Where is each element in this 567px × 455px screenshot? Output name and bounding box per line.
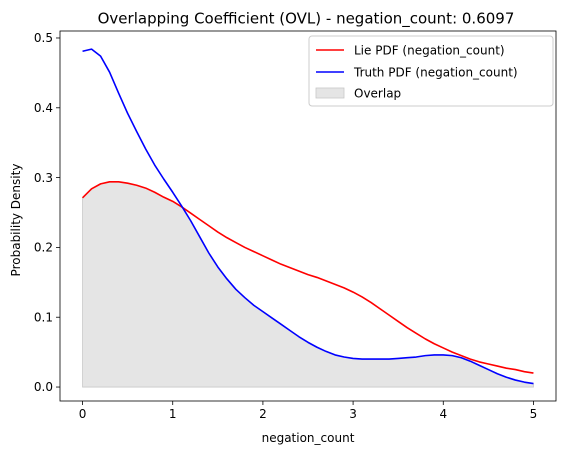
y-tick-label: 0.3 [34,171,53,185]
y-tick-label: 0.0 [34,380,53,394]
y-tick-label: 0.5 [34,31,53,45]
plot-frame [59,30,557,402]
x-tick-label: 1 [169,407,177,421]
legend: Lie PDF (negation_count) Truth PDF (nega… [308,35,554,107]
legend-swatch-overlap [315,87,345,99]
x-tick-label: 2 [259,407,267,421]
x-tick-label: 4 [439,407,447,421]
x-tick-label: 0 [79,407,87,421]
legend-frame [308,35,554,107]
y-axis-label: Probability Density [9,164,23,277]
y-tick-label: 0.1 [34,310,53,324]
x-tick-label: 3 [349,407,357,421]
overlap-area [82,181,534,388]
legend-label-lie: Lie PDF (negation_count) [354,44,505,58]
lie-pdf-line [81,180,534,374]
y-tick-label: 0.2 [34,241,53,255]
x-tick-label: 5 [530,407,538,421]
truth-pdf-line [82,48,534,385]
plot-area [81,48,534,388]
axes: 0 1 2 3 4 5 0.0 0.1 0.2 0.3 0.4 0.5 [34,30,557,421]
x-axis-label: negation_count [262,431,355,445]
chart-title: Overlapping Coefficient (OVL) - negation… [98,10,515,29]
legend-label-overlap: Overlap [354,87,401,101]
legend-label-truth: Truth PDF (negation_count) [353,66,518,80]
y-tick-label: 0.4 [34,101,53,115]
